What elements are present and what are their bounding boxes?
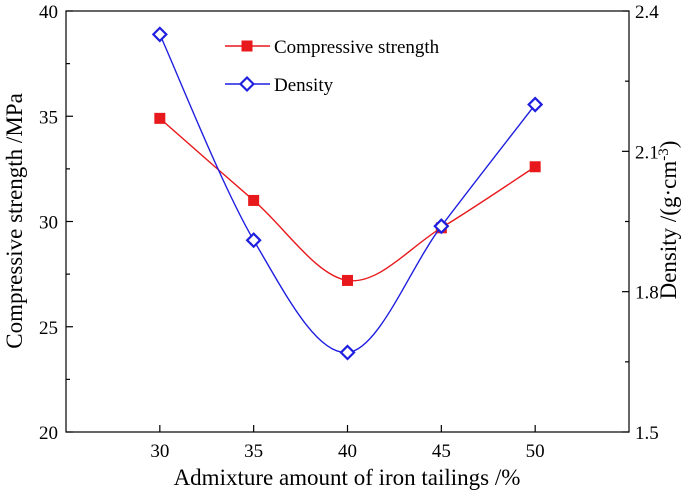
data-point-density <box>245 232 262 249</box>
x-tick-label: 35 <box>244 441 263 462</box>
y2-axis-title: Density /(g·cm-3) <box>656 141 681 300</box>
plot-frame <box>65 10 630 433</box>
legend-label-compressive-strength: Compressive strength <box>274 37 440 58</box>
series-line-density <box>159 34 536 354</box>
data-point-compressive-strength <box>342 274 353 286</box>
legend-marker-density <box>238 75 256 93</box>
x-axis-title: Admixture amount of iron tailings /% <box>174 465 521 490</box>
ticks: 30 35 40 45 50 20 25 30 35 40 1.5 1.8 2.1 2.4 <box>39 2 659 462</box>
data-point-density <box>339 344 356 361</box>
y-tick-label: 20 <box>39 423 58 444</box>
y-axis-title: Compressive strength /MPa <box>2 93 27 349</box>
legend: Compressive strength Density <box>225 37 440 96</box>
y-tick-label: 35 <box>39 107 58 128</box>
legend-label-density: Density <box>274 75 334 96</box>
x-tick-label: 40 <box>338 441 357 462</box>
data-point-compressive-strength <box>154 112 166 124</box>
series-layer <box>151 26 544 361</box>
y2-tick-label: 2.1 <box>635 142 659 163</box>
y2-axis-title-end: ) <box>656 141 681 149</box>
y2-tick-label: 1.8 <box>635 283 659 304</box>
series-line-compressive-strength <box>159 117 536 282</box>
y2-tick-label: 2.4 <box>635 2 659 23</box>
y-tick-label: 40 <box>39 2 58 23</box>
y2-axis-title-main: Density /(g·cm <box>656 161 681 300</box>
data-point-compressive-strength <box>248 194 260 206</box>
y2-tick-label: 1.5 <box>635 423 659 444</box>
data-point-density <box>151 26 168 43</box>
x-tick-label: 45 <box>432 441 451 462</box>
y-tick-label: 30 <box>39 213 58 234</box>
y2-axis-title-sup: -3 <box>656 148 672 161</box>
x-tick-label: 50 <box>526 441 545 462</box>
axes <box>65 10 630 433</box>
data-point-compressive-strength <box>529 161 541 173</box>
y-tick-label: 25 <box>39 318 58 339</box>
data-point-density <box>527 96 544 113</box>
data-point-density <box>433 218 450 235</box>
legend-marker-compressive-strength <box>241 40 253 52</box>
x-tick-label: 30 <box>150 441 169 462</box>
